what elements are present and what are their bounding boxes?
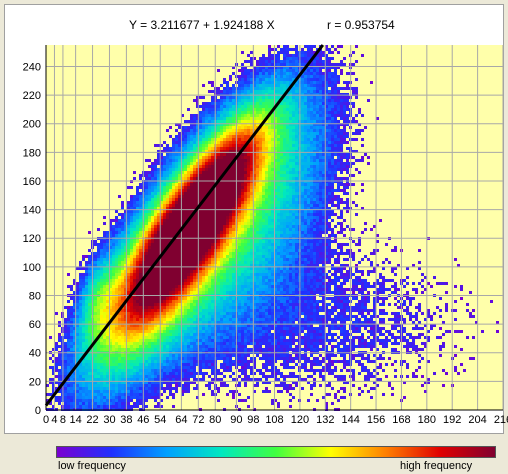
x-tick-label: 54 (154, 414, 166, 426)
x-tick-label: 168 (392, 414, 410, 426)
x-tick-label: 22 (86, 414, 98, 426)
y-tick-label: 160 (23, 176, 41, 188)
y-tick-label: 40 (29, 348, 41, 360)
x-tick-label: 98 (247, 414, 259, 426)
x-tick-label: 144 (341, 414, 359, 426)
x-tick-label: 38 (120, 414, 132, 426)
x-tick-label: 120 (291, 414, 309, 426)
x-tick-label: 72 (192, 414, 204, 426)
x-tick-label: 80 (209, 414, 221, 426)
y-tick-label: 200 (23, 119, 41, 131)
x-tick-label: 180 (418, 414, 436, 426)
x-tick-label: 204 (468, 414, 486, 426)
x-tick-label: 8 (60, 414, 66, 426)
y-tick-label: 0 (35, 405, 41, 417)
x-tick-label: 216 (494, 414, 508, 426)
scatter-density-plot: 0 20 40 60 80 100 120 140 160 180 200 220 240 0 4 8 14 22… (23, 44, 508, 426)
y-tick-label: 100 (23, 262, 41, 274)
x-tick-label: 64 (175, 414, 187, 426)
colorbar-low-label: low frequency (58, 460, 126, 472)
y-tick-label: 140 (23, 205, 41, 217)
regression-line (44, 44, 325, 407)
x-tick-label: 0 (43, 414, 49, 426)
y-tick-label: 180 (23, 147, 41, 159)
regression-equation: Y = 3.211677 + 1.924188 X (129, 18, 275, 32)
y-tick-label: 240 (23, 61, 41, 73)
x-tick-label: 90 (230, 414, 242, 426)
x-tick-label: 132 (316, 414, 334, 426)
colorbar-high-label: high frequency (400, 460, 473, 472)
x-tick-label: 30 (103, 414, 115, 426)
y-tick-label: 60 (29, 319, 41, 331)
x-tick-label: 108 (265, 414, 283, 426)
chart-header: Y = 3.211677 + 1.924188 X r = 0.953754 (0, 18, 508, 34)
y-tick-label: 120 (23, 233, 41, 245)
x-tick-label: 14 (69, 414, 81, 426)
x-tick-label: 156 (367, 414, 385, 426)
y-tick-label: 20 (29, 376, 41, 388)
y-tick-label: 220 (23, 90, 41, 102)
x-tick-label: 46 (137, 414, 149, 426)
correlation-coefficient: r = 0.953754 (327, 18, 395, 32)
frequency-colorbar (56, 446, 496, 458)
y-tick-label: 80 (29, 290, 41, 302)
x-tick-label: 192 (443, 414, 461, 426)
x-tick-label: 4 (51, 414, 57, 426)
